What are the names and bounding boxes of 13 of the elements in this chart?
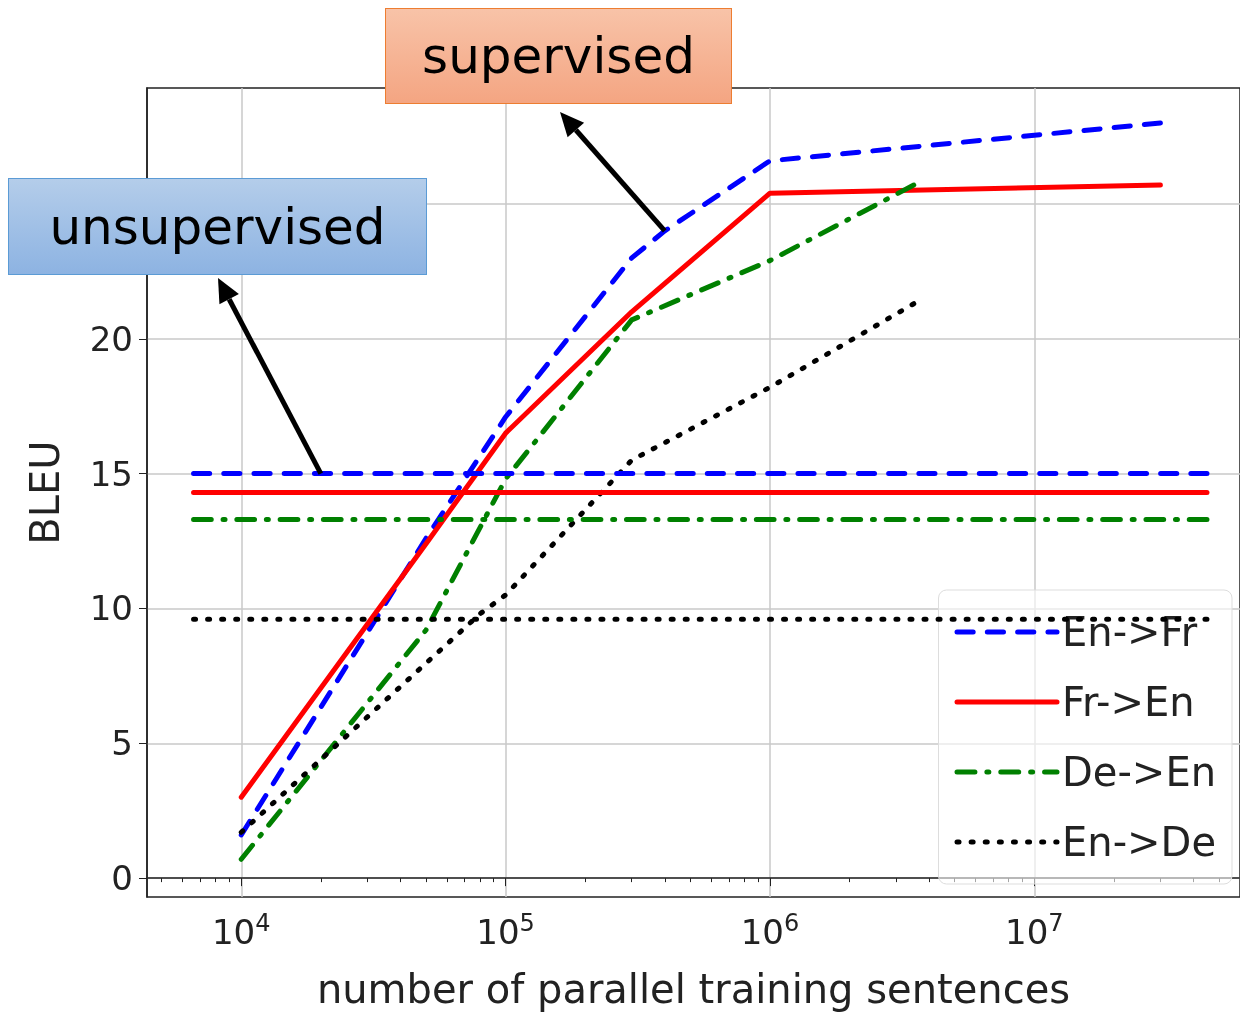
legend-label: En->De [1062, 819, 1216, 865]
legend-label: En->Fr [1062, 609, 1198, 655]
y-axis-title: BLEU [22, 440, 68, 545]
y-tick-label: 20 [89, 318, 133, 359]
legend-label: Fr->En [1062, 679, 1195, 725]
y-tick-label: 0 [111, 858, 133, 899]
x-axis-title: number of parallel training sentences [316, 966, 1071, 1012]
y-tick-label: 10 [89, 588, 133, 629]
y-tick-label: 5 [111, 723, 133, 764]
annotation: unsupervised [8, 178, 427, 275]
y-tick-label: 15 [89, 453, 133, 494]
legend-label: De->En [1062, 749, 1216, 795]
annotation: supervised [385, 8, 732, 104]
